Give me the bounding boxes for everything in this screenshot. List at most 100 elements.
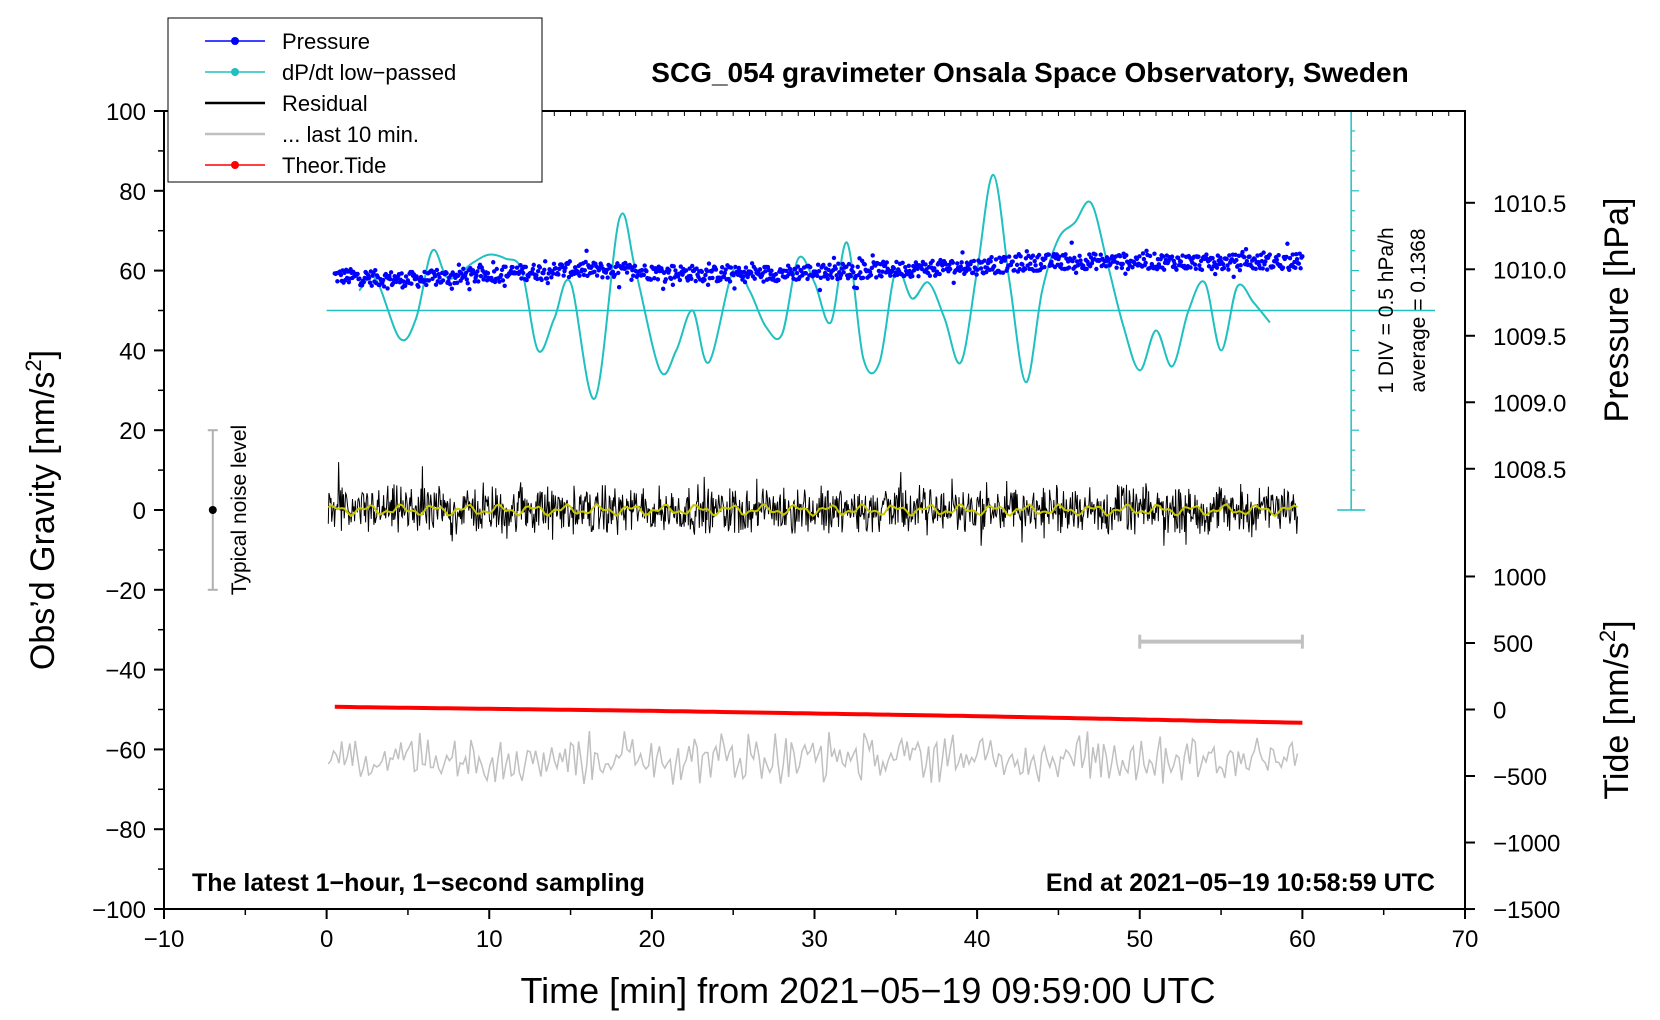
pressure-point	[1285, 241, 1290, 246]
pressure-point	[776, 277, 781, 283]
pressure-point	[1226, 267, 1231, 272]
pressure-point	[858, 270, 863, 275]
y-tide-tick-label: 500	[1493, 631, 1533, 658]
pressure-point	[605, 275, 610, 280]
pressure-point	[975, 267, 980, 272]
pressure-point	[1077, 253, 1082, 259]
pressure-point	[583, 259, 588, 265]
pressure-point	[685, 278, 691, 283]
legend-label: Residual	[282, 91, 368, 116]
x-axis-label: Time [min] from 2021−05−19 09:59:00 UTC	[520, 970, 1215, 1011]
pressure-point	[683, 268, 689, 273]
pressure-point	[1276, 252, 1281, 258]
pressure-point	[1084, 266, 1089, 272]
pressure-point	[838, 272, 844, 278]
pressure-point	[1293, 265, 1298, 271]
pressure-point	[1225, 263, 1230, 268]
pressure-point	[357, 276, 362, 281]
pressure-point	[846, 261, 852, 267]
pressure-point	[824, 272, 830, 278]
y-left-tick-label: −100	[92, 897, 146, 924]
pressure-point	[957, 268, 963, 274]
legend-label: ... last 10 min.	[282, 122, 419, 147]
pressure-point	[616, 270, 621, 276]
pressure-point	[416, 284, 421, 289]
pressure-point	[704, 268, 710, 274]
pressure-point	[938, 257, 943, 263]
pressure-point	[1174, 267, 1179, 272]
y-pressure-tick-label: 1008.5	[1493, 457, 1566, 484]
footer-right-label: End at 2021−05−19 10:58:59 UTC	[1046, 869, 1435, 897]
pressure-point	[673, 268, 678, 273]
pressure-point	[612, 272, 617, 278]
pressure-point	[422, 269, 427, 275]
pressure-point	[624, 270, 630, 275]
pressure-point	[497, 279, 502, 284]
pressure-point	[1022, 266, 1028, 272]
pressure-point	[817, 287, 823, 293]
pressure-point	[1220, 262, 1226, 267]
pressure-point	[524, 277, 529, 283]
pressure-point	[1003, 255, 1008, 260]
pressure-point	[732, 286, 737, 291]
residual-series-line	[327, 462, 1298, 546]
pressure-point	[456, 262, 462, 267]
pressure-point	[693, 278, 698, 284]
pressure-point	[366, 275, 372, 281]
pressure-point	[520, 270, 526, 276]
pressure-point	[1030, 253, 1036, 258]
y-tide-tick-label: −1500	[1493, 897, 1560, 924]
pressure-point	[850, 264, 855, 269]
pressure-point	[699, 269, 705, 274]
pressure-point	[722, 270, 727, 276]
pressure-point	[553, 265, 558, 271]
pressure-point	[790, 272, 795, 278]
pressure-point	[616, 285, 622, 290]
pressure-point	[815, 273, 820, 278]
pressure-point	[1231, 274, 1236, 280]
pressure-point	[1294, 257, 1300, 262]
pressure-point	[542, 259, 548, 264]
x-tick-label: 0	[320, 926, 333, 953]
pressure-point	[727, 279, 733, 284]
pressure-point	[815, 262, 821, 267]
pressure-point	[1147, 253, 1153, 259]
pressure-point	[937, 271, 942, 277]
pressure-point	[1012, 267, 1017, 273]
pressure-point	[795, 264, 801, 269]
y-left-tick-label: 100	[106, 99, 146, 126]
pressure-point	[1058, 262, 1064, 267]
pressure-point	[503, 264, 508, 270]
pressure-point	[971, 258, 977, 264]
pressure-point	[550, 271, 556, 276]
pressure-point	[689, 276, 694, 282]
pressure-point	[761, 279, 766, 284]
pressure-point	[836, 261, 841, 266]
pressure-point	[1294, 251, 1299, 257]
pressure-point	[434, 267, 440, 273]
pressure-point	[1066, 265, 1072, 270]
pressure-point	[499, 267, 505, 273]
pressure-point	[773, 272, 779, 277]
x-tick-label: 20	[639, 926, 666, 953]
pressure-point	[346, 279, 352, 285]
pressure-point	[677, 277, 683, 283]
pressure-point	[1298, 266, 1303, 271]
pressure-point	[1240, 249, 1245, 255]
pressure-point	[702, 277, 707, 282]
pressure-point	[879, 274, 884, 279]
pressure-point	[1036, 252, 1042, 258]
pressure-point	[1010, 259, 1015, 264]
y-pressure-tick-label: 1009.0	[1493, 390, 1566, 417]
legend-swatch-dot	[231, 37, 239, 45]
pressure-point	[927, 273, 933, 278]
pressure-point	[660, 286, 666, 292]
pressure-point	[464, 277, 470, 282]
pressure-point	[510, 264, 515, 270]
pressure-point	[1287, 255, 1293, 261]
pressure-point	[1109, 254, 1115, 259]
pressure-point	[667, 268, 672, 273]
pressure-point	[1094, 266, 1099, 272]
pressure-point	[862, 262, 867, 267]
legend-swatch-dot	[231, 68, 239, 76]
